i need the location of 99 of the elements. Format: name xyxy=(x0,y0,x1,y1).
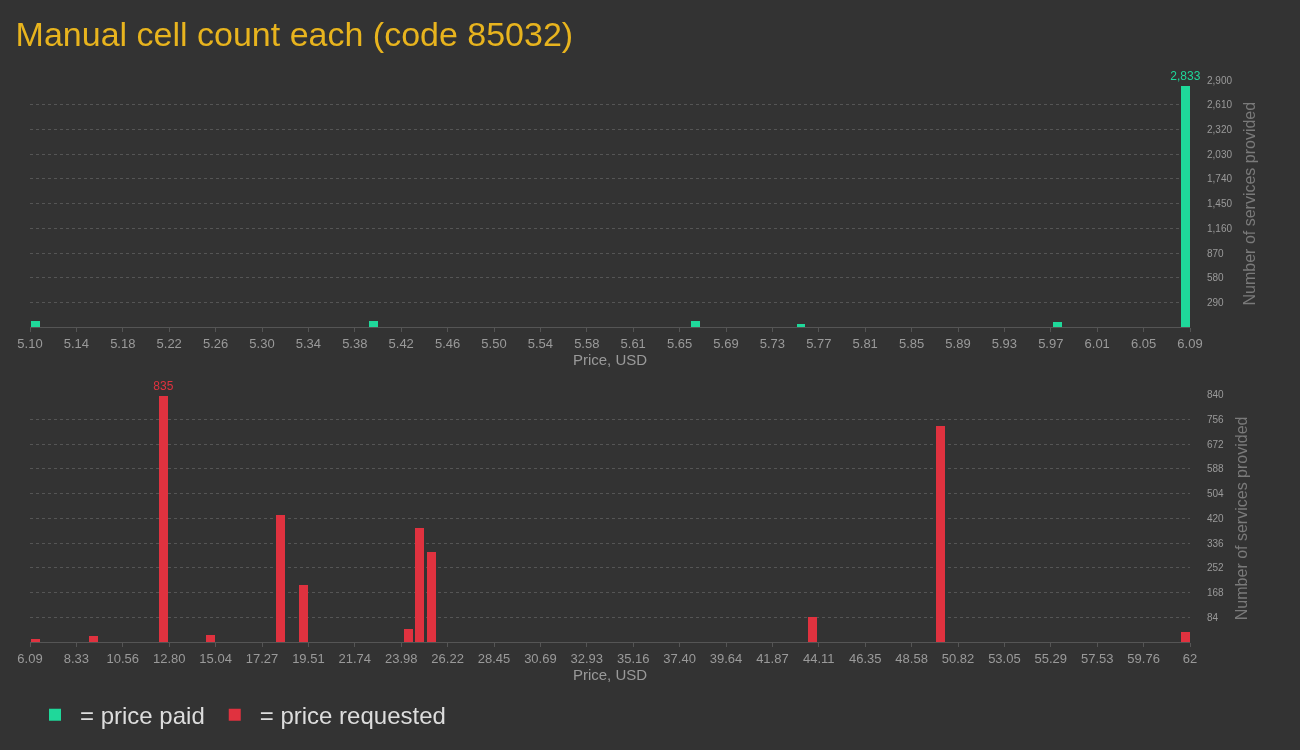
y-tick-label: 1,740 xyxy=(1207,173,1233,185)
x-tick-label: 32.93 xyxy=(570,650,604,666)
x-tick-label: 5.77 xyxy=(806,335,832,351)
x-tick-label: 5.89 xyxy=(945,335,971,351)
y-tick-label: 1,160 xyxy=(1207,222,1233,234)
x-tick-label: 5.26 xyxy=(202,335,229,351)
x-tick-label: 5.65 xyxy=(666,335,693,351)
y-tick-label: 252 xyxy=(1207,562,1225,574)
x-tick-label: 6.05 xyxy=(1130,335,1157,351)
y-tick-label: 580 xyxy=(1207,272,1225,284)
x-tick-label: 10.56 xyxy=(106,650,140,666)
y-tick-label: 756 xyxy=(1207,413,1225,425)
x-axis-title: Price, USD xyxy=(572,665,648,683)
x-tick-label: 30.69 xyxy=(524,650,557,666)
x-tick-label: 62 xyxy=(1182,650,1198,666)
y-tick-label: 84 xyxy=(1207,611,1219,623)
x-tick-label: 5.42 xyxy=(388,335,414,351)
y-axis-title: Number of services provided xyxy=(1232,416,1250,621)
x-tick-label: 19.51 xyxy=(292,650,325,666)
bar xyxy=(404,628,413,642)
y-tick-label: 2,610 xyxy=(1207,99,1233,111)
y-tick-label: 504 xyxy=(1207,488,1225,500)
bar xyxy=(427,551,436,642)
x-tick-label: 44.11 xyxy=(803,650,835,666)
x-tick-label: 21.74 xyxy=(338,650,372,666)
y-tick-label: 870 xyxy=(1207,247,1225,259)
x-tick-label: 12.80 xyxy=(152,650,186,666)
x-tick-label: 5.10 xyxy=(17,335,43,351)
bar xyxy=(808,616,817,642)
bar xyxy=(1181,631,1190,642)
y-tick-label: 1,450 xyxy=(1207,198,1233,210)
bar xyxy=(691,321,700,327)
x-tick-label: 5.46 xyxy=(434,335,461,351)
y-tick-label: 290 xyxy=(1207,297,1225,309)
x-tick-label: 5.81 xyxy=(852,335,878,351)
y-tick-label: 588 xyxy=(1207,463,1225,475)
x-tick-label: 5.97 xyxy=(1038,335,1064,351)
x-tick-label: 41.87 xyxy=(756,650,789,666)
x-tick-label: 5.58 xyxy=(574,335,600,351)
bar xyxy=(89,635,98,642)
bar xyxy=(936,425,945,642)
x-tick-label: 37.40 xyxy=(663,650,696,666)
bar xyxy=(1053,322,1062,327)
bar xyxy=(797,324,805,327)
x-tick-label: 50.82 xyxy=(941,650,975,666)
x-tick-label: 5.54 xyxy=(527,335,554,351)
x-tick-label: 57.53 xyxy=(1080,650,1114,666)
bar xyxy=(1181,86,1190,327)
legend-label: = price paid xyxy=(80,702,205,730)
data-label: 2,833 xyxy=(1170,69,1201,83)
x-tick-label: 15.04 xyxy=(199,650,232,666)
bar xyxy=(206,634,215,642)
x-tick-label: 5.18 xyxy=(110,335,136,351)
bar xyxy=(415,527,424,642)
x-tick-label: 6.09 xyxy=(17,650,43,666)
x-tick-label: 5.22 xyxy=(156,335,182,351)
x-tick-label: 5.93 xyxy=(991,335,1018,351)
x-tick-label: 17.27 xyxy=(245,650,279,666)
x-tick-label: 23.98 xyxy=(384,650,418,666)
data-label: 835 xyxy=(153,378,174,393)
bar xyxy=(369,321,378,327)
x-tick-label: 5.61 xyxy=(620,335,646,351)
x-tick-label: 5.73 xyxy=(759,335,786,351)
bar xyxy=(159,395,168,642)
bar xyxy=(299,584,308,642)
x-tick-label: 5.38 xyxy=(342,335,368,351)
x-tick-label: 5.30 xyxy=(249,335,275,351)
x-tick-label: 28.45 xyxy=(477,650,511,666)
x-tick-label: 5.69 xyxy=(713,335,739,351)
x-tick-label: 8.33 xyxy=(63,650,90,666)
y-axis-title: Number of services provided xyxy=(1241,101,1259,306)
x-tick-label: 55.29 xyxy=(1034,650,1068,666)
x-tick-label: 35.16 xyxy=(616,650,650,666)
x-tick-label: 5.85 xyxy=(898,335,925,351)
x-tick-label: 46.35 xyxy=(848,650,882,666)
y-tick-label: 420 xyxy=(1207,512,1225,524)
x-tick-label: 5.50 xyxy=(481,335,507,351)
y-tick-label: 2,320 xyxy=(1207,123,1233,135)
y-tick-label: 672 xyxy=(1207,438,1225,450)
chart-title: Manual cell count each (code 85032) xyxy=(15,14,574,53)
x-tick-label: 5.14 xyxy=(63,335,90,351)
legend-label: = price requested xyxy=(259,702,446,730)
x-tick-label: 26.22 xyxy=(431,650,464,666)
x-tick-label: 53.05 xyxy=(988,650,1021,666)
y-tick-label: 336 xyxy=(1207,537,1225,549)
bar xyxy=(276,514,285,642)
x-axis-title: Price, USD xyxy=(572,350,648,368)
x-tick-label: 48.58 xyxy=(895,650,928,666)
y-tick-label: 840 xyxy=(1207,389,1225,401)
y-tick-label: 168 xyxy=(1207,587,1225,599)
x-tick-label: 6.01 xyxy=(1084,335,1110,351)
y-tick-label: 2,900 xyxy=(1207,74,1233,86)
x-tick-label: 59.76 xyxy=(1127,650,1160,666)
x-tick-label: 39.64 xyxy=(709,650,743,666)
bar xyxy=(31,321,40,327)
x-tick-label: 5.34 xyxy=(295,335,322,351)
bar xyxy=(31,638,40,642)
x-tick-label: 6.09 xyxy=(1177,335,1203,351)
y-tick-label: 2,030 xyxy=(1207,148,1233,160)
